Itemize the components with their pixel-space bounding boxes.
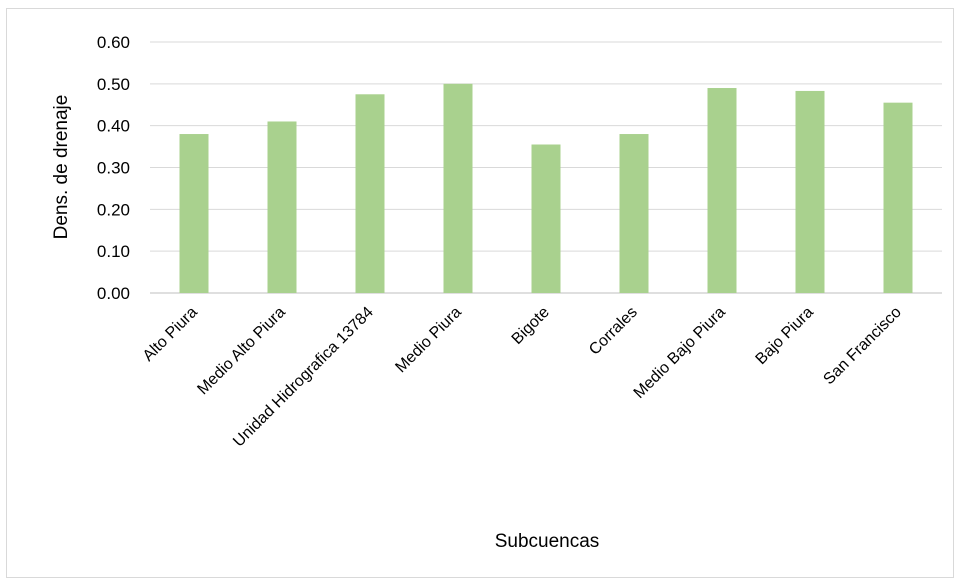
- x-category-label: Medio Bajo Piura: [631, 304, 729, 402]
- y-axis-title: Dens. de drenaje: [51, 95, 72, 240]
- y-tick-label: 0.20: [97, 200, 130, 219]
- x-category-label: Bajo Piura: [753, 304, 817, 368]
- x-category-label: Medio Alto Piura: [194, 304, 288, 398]
- bar: [619, 134, 649, 293]
- x-category-label: Medio Piura: [392, 304, 464, 376]
- y-tick-label: 0.10: [97, 242, 130, 261]
- x-axis-title: Subcuencas: [495, 531, 600, 552]
- bar: [531, 144, 561, 293]
- y-tick-label: 0.40: [97, 117, 130, 136]
- x-category-label: Unidad Hidrografica 13784: [230, 304, 377, 451]
- bar: [707, 88, 737, 294]
- bar: [883, 102, 913, 294]
- bar: [443, 83, 473, 293]
- bar: [355, 94, 385, 294]
- bar: [179, 134, 209, 293]
- x-category-label: Bigote: [509, 304, 553, 348]
- y-tick-label: 0.30: [97, 159, 130, 178]
- y-tick-label: 0.00: [97, 284, 130, 303]
- x-category-label: Corrales: [586, 304, 641, 359]
- y-tick-label: 0.60: [97, 33, 130, 52]
- bars: [179, 83, 913, 294]
- bar: [267, 121, 297, 293]
- y-tick-label: 0.50: [97, 75, 130, 94]
- y-tick-labels: 0.00 0.10 0.20 0.30 0.40 0.50 0.60: [97, 33, 130, 303]
- bar: [795, 90, 825, 293]
- x-category-label: San Francisco: [820, 304, 904, 388]
- x-category-label: Alto Piura: [140, 304, 201, 365]
